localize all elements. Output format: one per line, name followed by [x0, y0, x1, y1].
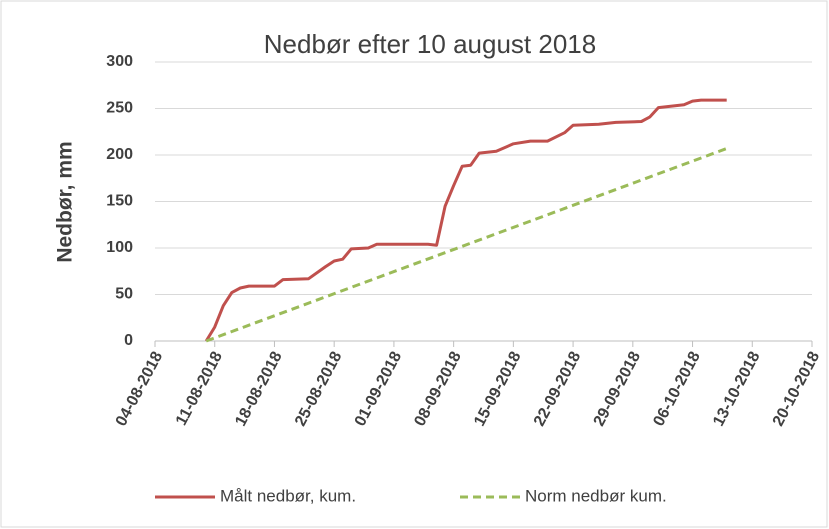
y-tick-label: 100 [106, 239, 133, 256]
y-tick-label: 200 [106, 146, 133, 163]
legend-label: Målt nedbør, kum. [220, 486, 356, 505]
y-tick-label: 0 [124, 332, 133, 349]
data-line [204, 98, 727, 342]
legend-label: Norm nedbør kum. [525, 486, 667, 505]
chart-title: Nedbør efter 10 august 2018 [264, 29, 596, 59]
y-tick-label: 250 [106, 100, 133, 117]
y-tick-label: 300 [106, 53, 133, 70]
data-line [205, 147, 728, 343]
y-tick-label: 50 [115, 286, 133, 303]
y-tick-label: 150 [106, 193, 133, 210]
y-axis-label: Nedbør, mm [54, 141, 77, 262]
